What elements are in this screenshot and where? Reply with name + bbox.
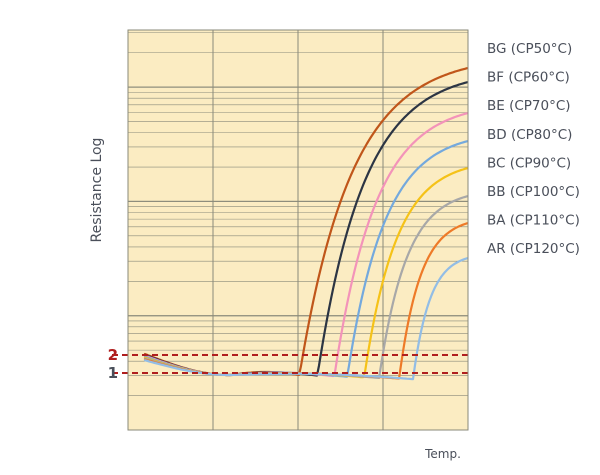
legend-entry: BC (CP90°C) xyxy=(487,155,571,171)
legend-entry: AR (CP120°C) xyxy=(487,241,580,257)
reference-line-label: 2 xyxy=(108,346,118,364)
legend-entry: BD (CP80°C) xyxy=(487,127,572,143)
grid xyxy=(128,30,468,431)
plot-frame xyxy=(127,29,469,431)
reference-lines: 21 xyxy=(108,346,468,382)
legend-entry: BB (CP100°C) xyxy=(487,184,580,200)
legend-entry: BF (CP60°C) xyxy=(487,70,570,86)
legend-entry: BA (CP110°C) xyxy=(487,213,580,229)
legend-entry: BG (CP50°C) xyxy=(487,41,572,57)
legend-entry: BE (CP70°C) xyxy=(487,98,571,114)
reference-line-label: 1 xyxy=(108,364,118,382)
x-axis-label: Temp. xyxy=(424,447,461,461)
legend: BG (CP50°C) BF (CP60°C) BE (CP70°C) BD (CP8… xyxy=(487,41,580,257)
y-axis-label: Resistance Log xyxy=(89,138,105,243)
